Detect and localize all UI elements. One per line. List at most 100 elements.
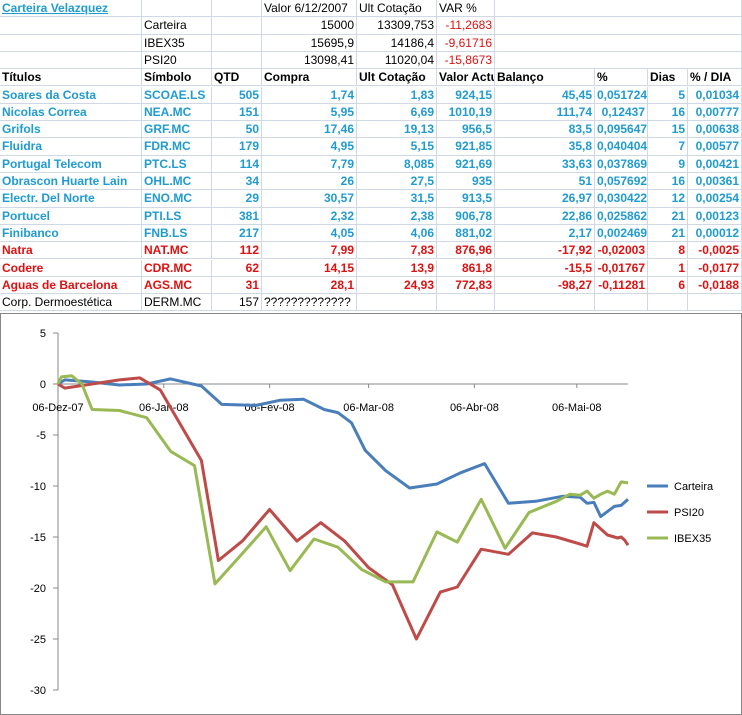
row-compra-cell[interactable]: 14,15 xyxy=(262,259,357,277)
row-valor-cell[interactable]: 956,5 xyxy=(437,121,495,139)
column-header-simbolo[interactable]: Símbolo xyxy=(142,69,212,87)
row-balanco-cell[interactable] xyxy=(495,294,595,312)
row-valor-cell[interactable]: 772,83 xyxy=(437,276,495,295)
empty-cell[interactable] xyxy=(0,51,142,70)
summary-valor[interactable]: 13098,41 xyxy=(262,51,357,70)
row-pctdia-cell[interactable]: -0,0188 xyxy=(688,276,742,295)
summary-name[interactable]: IBEX35 xyxy=(142,34,212,52)
row-titulo-cell[interactable]: Nicolas Correa xyxy=(0,103,142,122)
summary-valor[interactable]: 15000 xyxy=(262,17,357,35)
row-pct-cell[interactable]: 0,002469 xyxy=(595,224,648,243)
row-simbolo-cell[interactable]: DERM.MC xyxy=(142,294,212,312)
row-titulo-cell[interactable]: Grifols xyxy=(0,121,142,139)
row-ult-cell[interactable] xyxy=(357,294,437,312)
row-simbolo-cell[interactable]: PTC.LS xyxy=(142,155,212,173)
row-simbolo-cell[interactable]: NEA.MC xyxy=(142,103,212,122)
empty-cell[interactable] xyxy=(142,0,212,18)
empty-cell[interactable] xyxy=(212,51,262,70)
column-header-valor-actual[interactable]: Valor Actual xyxy=(437,69,495,87)
row-pctdia-cell[interactable]: 0,00421 xyxy=(688,155,742,173)
row-dias-cell[interactable]: 9 xyxy=(648,155,688,173)
row-qtd-cell[interactable]: 34 xyxy=(212,173,262,191)
row-pct-cell[interactable]: 0,030422 xyxy=(595,190,648,208)
empty-cell[interactable] xyxy=(212,0,262,18)
row-ult-cell[interactable]: 4,06 xyxy=(357,224,437,243)
row-qtd-cell[interactable]: 217 xyxy=(212,224,262,243)
empty-cell[interactable] xyxy=(212,34,262,52)
row-compra-cell[interactable]: 28,1 xyxy=(262,276,357,295)
row-dias-cell[interactable]: 5 xyxy=(648,86,688,104)
row-qtd-cell[interactable]: 114 xyxy=(212,155,262,173)
row-compra-cell[interactable]: 17,46 xyxy=(262,121,357,139)
row-valor-cell[interactable]: 935 xyxy=(437,173,495,191)
row-pct-cell[interactable]: 0,095647 xyxy=(595,121,648,139)
row-simbolo-cell[interactable]: SCOAE.LS xyxy=(142,86,212,104)
empty-cell[interactable] xyxy=(495,51,742,70)
row-valor-cell[interactable]: 906,78 xyxy=(437,207,495,225)
row-dias-cell[interactable]: 16 xyxy=(648,103,688,122)
row-pctdia-cell[interactable]: 0,00012 xyxy=(688,224,742,243)
column-header-ult-cotacao[interactable]: Ult Cotação xyxy=(357,69,437,87)
empty-cell[interactable] xyxy=(495,34,742,52)
row-dias-cell[interactable]: 15 xyxy=(648,121,688,139)
row-simbolo-cell[interactable]: PTI.LS xyxy=(142,207,212,225)
row-balanco-cell[interactable]: 2,17 xyxy=(495,224,595,243)
empty-cell[interactable] xyxy=(0,34,142,52)
row-pct-cell[interactable]: -0,01767 xyxy=(595,259,648,277)
row-balanco-cell[interactable]: 35,8 xyxy=(495,138,595,156)
row-simbolo-cell[interactable]: NAT.MC xyxy=(142,242,212,260)
row-compra-cell[interactable]: 30,57 xyxy=(262,190,357,208)
row-dias-cell[interactable]: 8 xyxy=(648,242,688,260)
row-compra-cell[interactable]: 7,99 xyxy=(262,242,357,260)
row-pctdia-cell[interactable]: -0,0177 xyxy=(688,259,742,277)
column-header-qtd[interactable]: QTD xyxy=(212,69,262,87)
row-balanco-cell[interactable]: 83,5 xyxy=(495,121,595,139)
row-pctdia-cell[interactable]: 0,00123 xyxy=(688,207,742,225)
row-valor-cell[interactable]: 921,69 xyxy=(437,155,495,173)
row-qtd-cell[interactable]: 179 xyxy=(212,138,262,156)
row-compra-cell[interactable]: 4,05 xyxy=(262,224,357,243)
column-header-pct-dia[interactable]: % / DIA xyxy=(688,69,742,87)
row-dias-cell[interactable]: 21 xyxy=(648,224,688,243)
row-titulo-cell[interactable]: Aguas de Barcelona xyxy=(0,276,142,295)
sheet-title-link[interactable]: Carteira Velazquez xyxy=(0,0,142,18)
row-titulo-cell[interactable]: Soares da Costa xyxy=(0,86,142,104)
column-header-titulos[interactable]: Títulos xyxy=(0,69,142,87)
row-titulo-cell[interactable]: Electr. Del Norte xyxy=(0,190,142,208)
row-qtd-cell[interactable]: 381 xyxy=(212,207,262,225)
row-balanco-cell[interactable]: 26,97 xyxy=(495,190,595,208)
row-valor-cell[interactable]: 913,5 xyxy=(437,190,495,208)
row-titulo-cell[interactable]: Fluidra xyxy=(0,138,142,156)
row-valor-cell[interactable]: 876,96 xyxy=(437,242,495,260)
row-pctdia-cell[interactable]: 0,00638 xyxy=(688,121,742,139)
row-pctdia-cell[interactable]: 0,00777 xyxy=(688,103,742,122)
row-balanco-cell[interactable]: 22,86 xyxy=(495,207,595,225)
row-pct-cell[interactable]: 0,040404 xyxy=(595,138,648,156)
row-compra-cell[interactable]: 7,79 xyxy=(262,155,357,173)
row-valor-cell[interactable]: 924,15 xyxy=(437,86,495,104)
row-simbolo-cell[interactable]: FNB.LS xyxy=(142,224,212,243)
row-pctdia-cell[interactable]: -0,0025 xyxy=(688,242,742,260)
row-compra-cell[interactable]: 26 xyxy=(262,173,357,191)
header-ult-cotacao[interactable]: Ult Cotação xyxy=(357,0,437,18)
column-header-balanco[interactable]: Balanço xyxy=(495,69,595,87)
row-balanco-cell[interactable]: -17,92 xyxy=(495,242,595,260)
row-pctdia-cell[interactable] xyxy=(688,294,742,312)
column-header-pct[interactable]: % xyxy=(595,69,648,87)
row-pct-cell[interactable]: -0,11281 xyxy=(595,276,648,295)
summary-var[interactable]: -15,8673 xyxy=(437,51,495,70)
row-ult-cell[interactable]: 31,5 xyxy=(357,190,437,208)
empty-cell[interactable] xyxy=(495,17,742,35)
summary-name[interactable]: PSI20 xyxy=(142,51,212,70)
summary-var[interactable]: -9,61716 xyxy=(437,34,495,52)
row-ult-cell[interactable]: 8,085 xyxy=(357,155,437,173)
row-ult-cell[interactable]: 6,69 xyxy=(357,103,437,122)
column-header-compra[interactable]: Compra xyxy=(262,69,357,87)
row-titulo-cell[interactable]: Finibanco xyxy=(0,224,142,243)
row-balanco-cell[interactable]: -15,5 xyxy=(495,259,595,277)
row-ult-cell[interactable]: 7,83 xyxy=(357,242,437,260)
summary-valor[interactable]: 15695,9 xyxy=(262,34,357,52)
row-pct-cell[interactable]: -0,02003 xyxy=(595,242,648,260)
row-compra-cell[interactable]: 5,95 xyxy=(262,103,357,122)
empty-cell[interactable] xyxy=(212,17,262,35)
